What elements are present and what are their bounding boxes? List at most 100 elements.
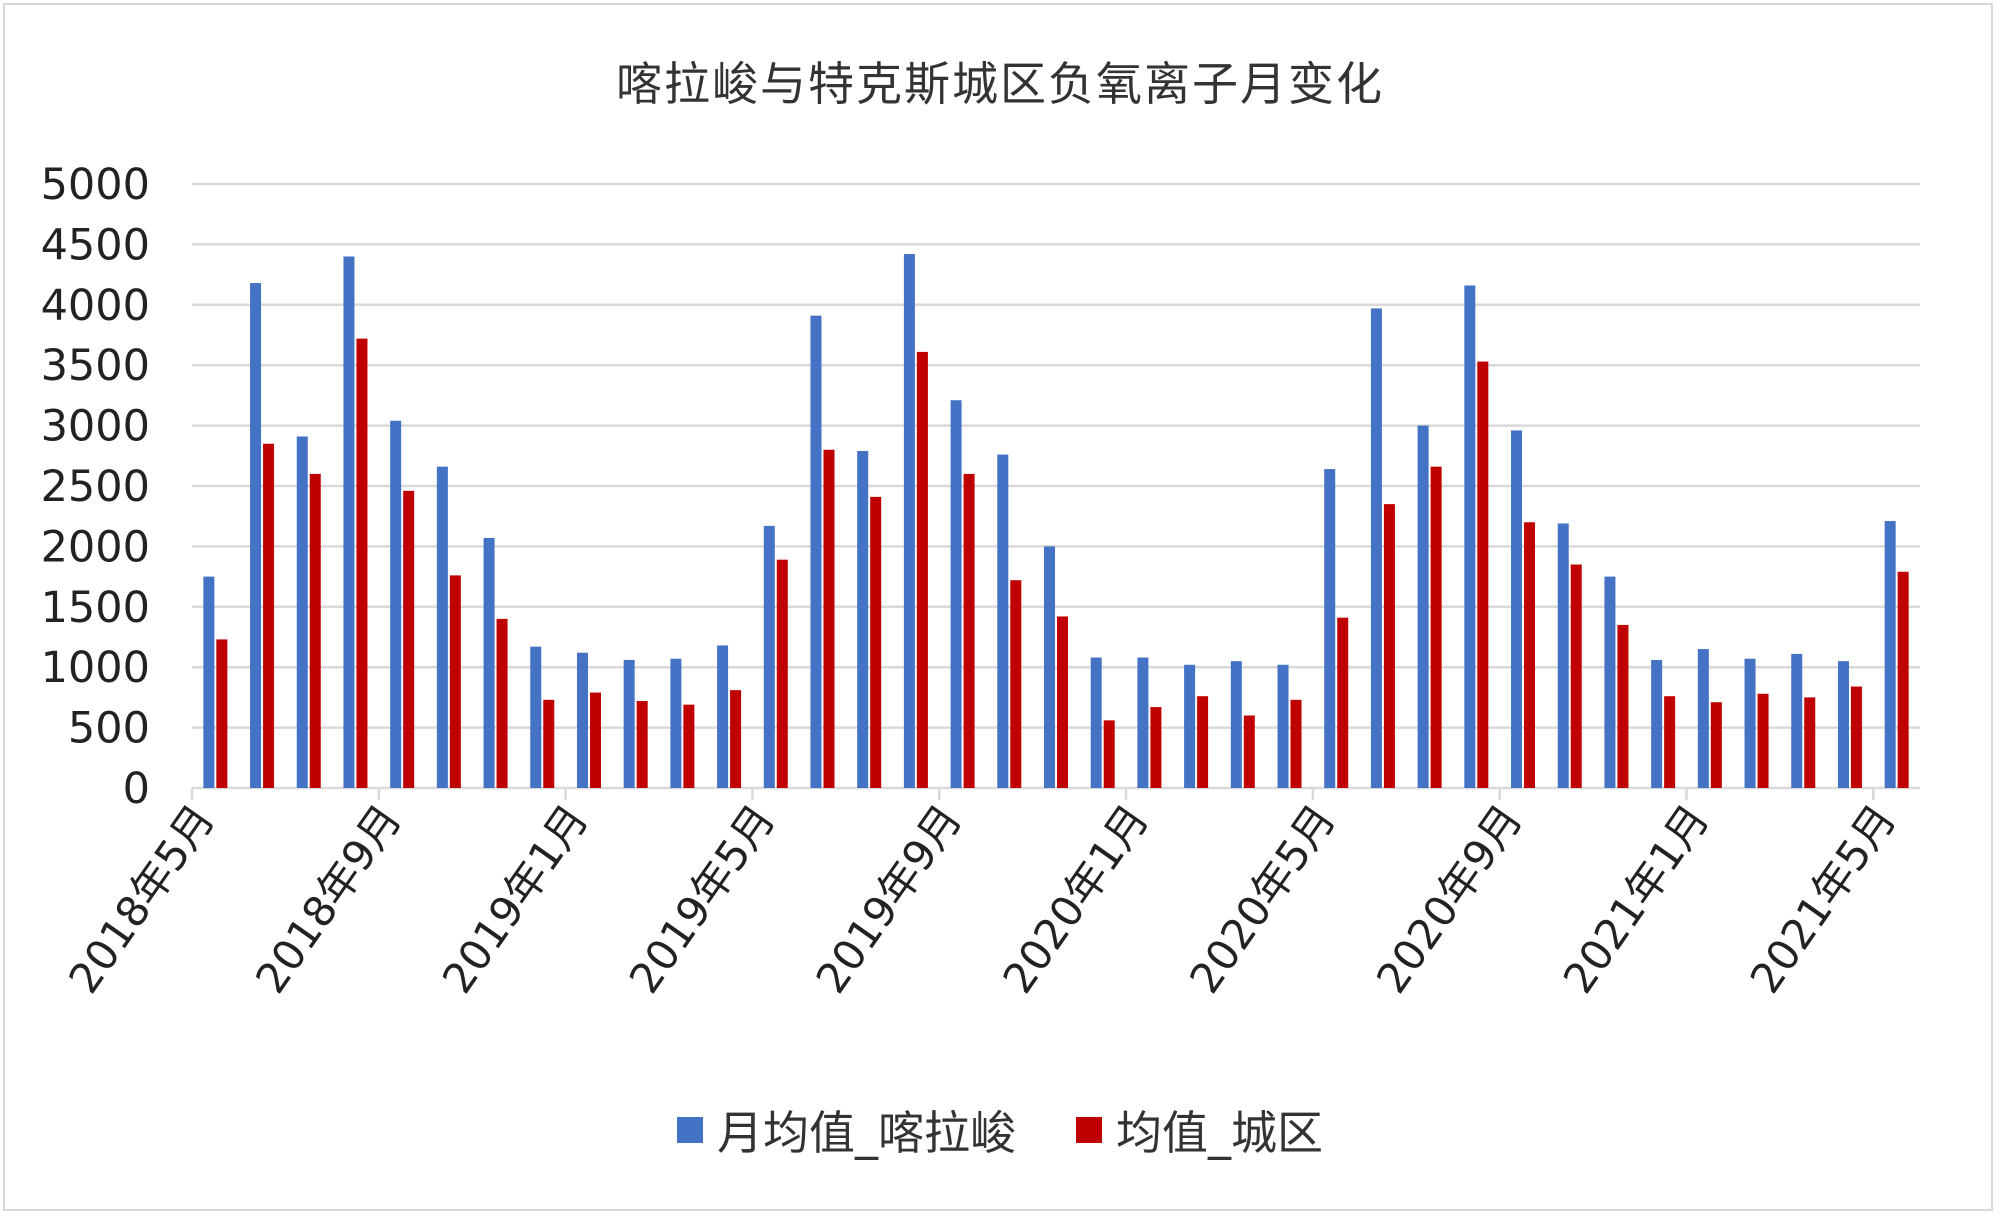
y-tick-label: 3000 xyxy=(41,402,150,452)
bar-karajun-35 xyxy=(1837,661,1849,788)
bar-urban-18 xyxy=(1057,616,1068,788)
y-tick-label: 500 xyxy=(68,704,150,754)
legend-item-karajun: 月均值_喀拉峻 xyxy=(677,1097,1016,1163)
legend-label-karajun: 月均值_喀拉峻 xyxy=(717,1106,1016,1160)
bar-urban-6 xyxy=(496,618,508,788)
bar-urban-23 xyxy=(1290,699,1302,788)
bar-karajun-4 xyxy=(390,420,402,788)
x-tick-label: 2019年9月 xyxy=(806,796,971,1002)
bar-urban-13 xyxy=(823,449,835,788)
bar-karajun-29 xyxy=(1557,523,1569,788)
bar-karajun-26 xyxy=(1417,425,1429,788)
x-tick-label: 2018年5月 xyxy=(59,796,224,1002)
bar-urban-7 xyxy=(543,699,555,788)
chart-title: 喀拉峻与特克斯城区负氧离子月变化 xyxy=(616,57,1384,111)
bar-urban-15 xyxy=(916,351,928,788)
bar-urban-3 xyxy=(356,338,368,788)
bar-karajun-33 xyxy=(1744,658,1756,788)
bar-urban-28 xyxy=(1524,522,1536,788)
legend-label-urban: 均值_城区 xyxy=(1116,1106,1323,1160)
bar-urban-20 xyxy=(1150,707,1162,788)
bar-urban-12 xyxy=(776,559,788,788)
x-tick-label: 2021年5月 xyxy=(1741,796,1906,1002)
bar-karajun-2 xyxy=(296,436,308,788)
legend-swatch-urban xyxy=(1076,1117,1102,1143)
bar-karajun-36 xyxy=(1884,521,1896,788)
bar-karajun-31 xyxy=(1651,659,1663,788)
bar-karajun-0 xyxy=(203,576,215,788)
y-tick-label: 4500 xyxy=(41,220,150,270)
bar-urban-19 xyxy=(1103,720,1115,788)
bar-urban-21 xyxy=(1197,696,1209,788)
bar-karajun-12 xyxy=(763,525,775,788)
x-tick-label: 2019年5月 xyxy=(620,796,785,1002)
bar-urban-26 xyxy=(1430,466,1442,788)
bar-urban-30 xyxy=(1617,624,1629,788)
bar-karajun-13 xyxy=(810,315,822,788)
bar-karajun-34 xyxy=(1791,653,1803,788)
y-tick-label: 1000 xyxy=(41,643,150,693)
bar-urban-14 xyxy=(870,496,882,788)
bar-urban-36 xyxy=(1897,571,1909,788)
bar-urban-10 xyxy=(683,704,695,788)
bar-urban-17 xyxy=(1010,580,1022,788)
bar-karajun-32 xyxy=(1697,649,1709,788)
bar-urban-4 xyxy=(403,490,415,788)
bar-karajun-18 xyxy=(1044,546,1055,788)
y-tick-label: 1500 xyxy=(41,583,150,633)
legend-item-urban: 均值_城区 xyxy=(1076,1097,1323,1163)
legend-swatch-karajun xyxy=(677,1117,703,1143)
bar-urban-32 xyxy=(1710,702,1722,788)
bar-karajun-20 xyxy=(1137,657,1149,788)
bar-urban-0 xyxy=(216,639,228,788)
y-tick-label: 0 xyxy=(123,764,150,814)
x-tick-label: 2018年9月 xyxy=(246,796,411,1002)
bar-karajun-3 xyxy=(343,256,355,789)
bar-urban-29 xyxy=(1570,564,1582,788)
bar-karajun-27 xyxy=(1464,285,1476,788)
bar-karajun-9 xyxy=(623,659,635,788)
x-tick-label: 2020年1月 xyxy=(993,796,1158,1002)
bar-urban-35 xyxy=(1850,686,1862,788)
y-tick-label: 3500 xyxy=(41,341,150,391)
bar-urban-2 xyxy=(309,473,321,788)
bar-karajun-16 xyxy=(950,400,962,788)
bar-karajun-17 xyxy=(997,454,1009,788)
bar-urban-33 xyxy=(1757,693,1769,788)
bar-urban-5 xyxy=(449,575,461,788)
bar-karajun-25 xyxy=(1370,308,1382,788)
bar-karajun-19 xyxy=(1090,657,1102,788)
bar-urban-11 xyxy=(730,690,742,788)
bar-karajun-8 xyxy=(576,652,588,788)
bar-urban-16 xyxy=(963,473,975,788)
x-tick-label: 2021年1月 xyxy=(1554,796,1719,1002)
bar-karajun-7 xyxy=(530,646,542,788)
bar-urban-25 xyxy=(1383,504,1395,788)
bar-urban-31 xyxy=(1664,696,1676,788)
bar-karajun-10 xyxy=(670,658,682,788)
x-tick-label: 2020年9月 xyxy=(1367,796,1532,1002)
bar-urban-22 xyxy=(1243,715,1255,788)
bar-karajun-5 xyxy=(436,466,448,788)
x-tick-label: 2020年5月 xyxy=(1180,796,1345,1002)
bar-urban-27 xyxy=(1477,361,1489,788)
bar-karajun-22 xyxy=(1230,661,1242,788)
bar-urban-8 xyxy=(589,692,601,788)
bar-urban-24 xyxy=(1337,617,1349,788)
bar-karajun-6 xyxy=(483,537,495,788)
bar-karajun-23 xyxy=(1277,664,1289,788)
y-tick-label: 5000 xyxy=(41,160,150,210)
bar-karajun-1 xyxy=(250,283,262,788)
bar-karajun-30 xyxy=(1604,576,1616,788)
bar-karajun-15 xyxy=(903,254,915,789)
chart-legend: 月均值_喀拉峻 均值_城区 xyxy=(0,1098,2000,1162)
y-tick-label: 2000 xyxy=(41,522,150,572)
y-tick-label: 4000 xyxy=(41,281,150,331)
bar-urban-1 xyxy=(263,443,275,788)
bar-urban-9 xyxy=(636,701,648,788)
bar-karajun-21 xyxy=(1184,664,1196,788)
bar-urban-34 xyxy=(1804,697,1816,788)
bar-karajun-14 xyxy=(857,450,869,788)
y-tick-label: 2500 xyxy=(41,462,150,512)
